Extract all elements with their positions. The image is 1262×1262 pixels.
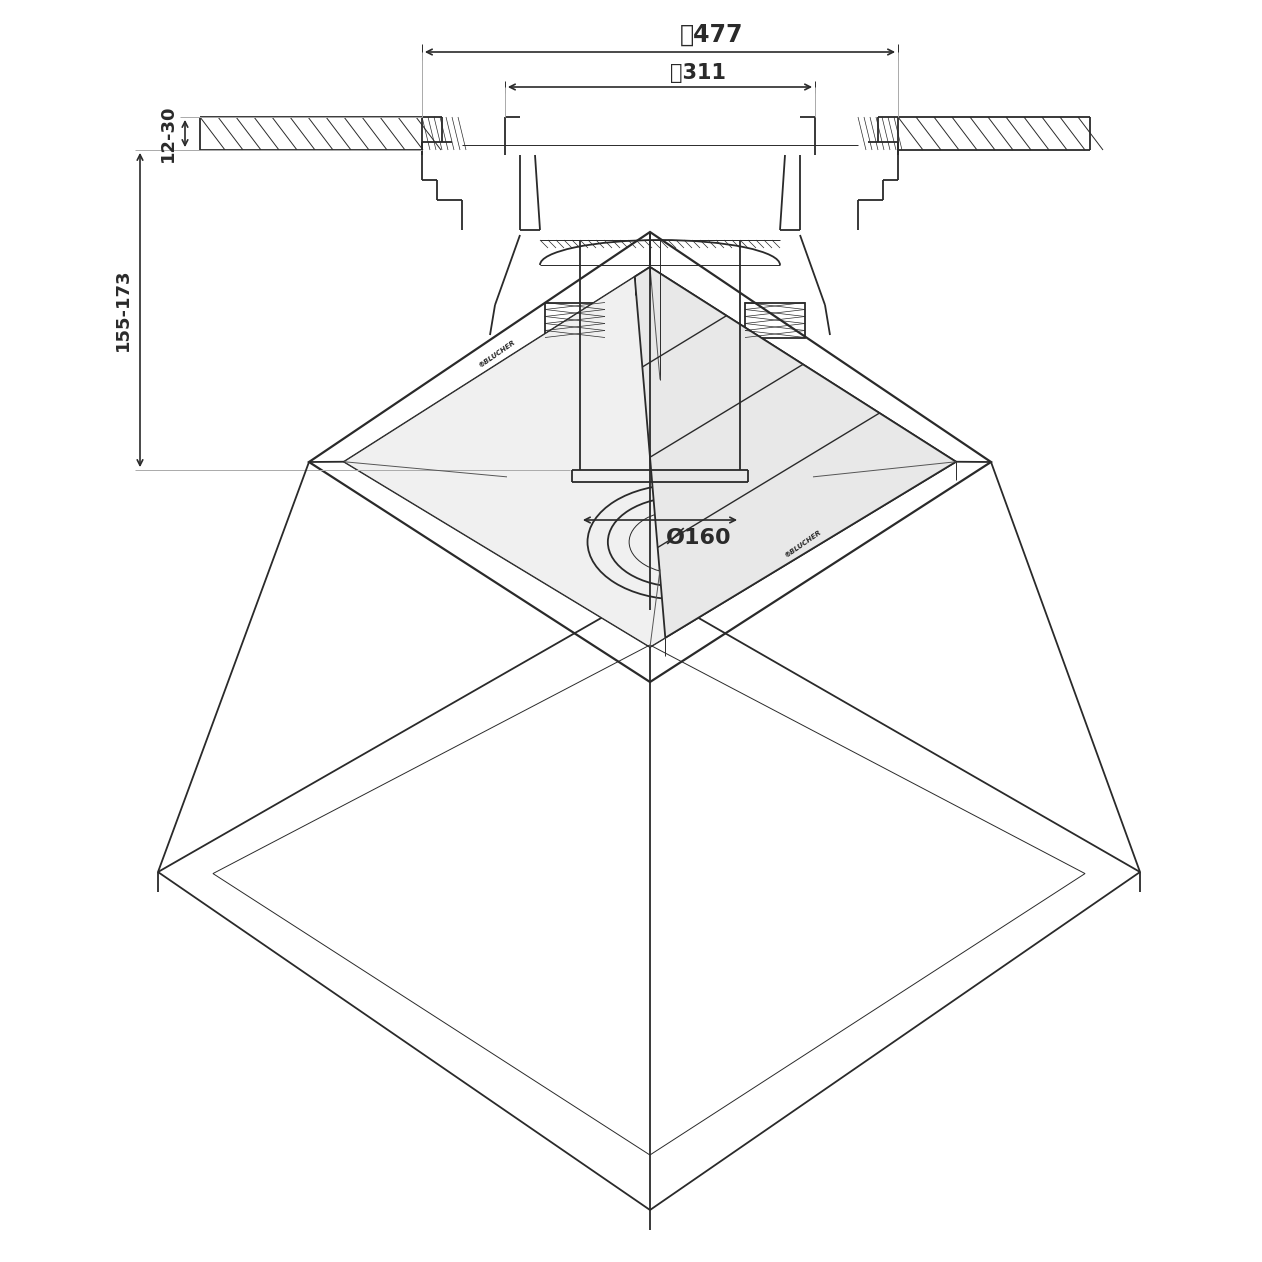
Bar [545, 303, 604, 337]
Text: ⑵311: ⑵311 [670, 63, 726, 83]
Polygon shape [345, 268, 957, 647]
Polygon shape [635, 268, 957, 637]
Text: ®BLUCHER: ®BLUCHER [784, 530, 823, 559]
Text: 12-30: 12-30 [159, 105, 177, 163]
Polygon shape [345, 268, 957, 647]
Bar [745, 303, 805, 337]
Text: 155-173: 155-173 [114, 269, 133, 351]
Text: Ø160: Ø160 [665, 528, 731, 548]
Text: ⑵477: ⑵477 [680, 23, 743, 47]
Text: ®BLUCHER: ®BLUCHER [477, 339, 516, 370]
